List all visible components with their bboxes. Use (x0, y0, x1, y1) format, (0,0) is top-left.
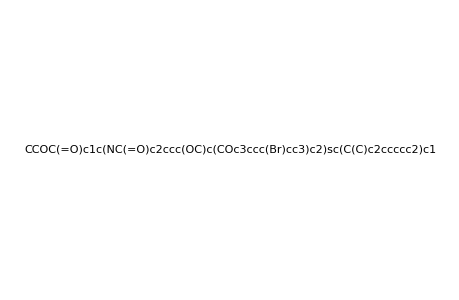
Text: CCOC(=O)c1c(NC(=O)c2ccc(OC)c(COc3ccc(Br)cc3)c2)sc(C(C)c2ccccc2)c1: CCOC(=O)c1c(NC(=O)c2ccc(OC)c(COc3ccc(Br)… (24, 145, 435, 155)
